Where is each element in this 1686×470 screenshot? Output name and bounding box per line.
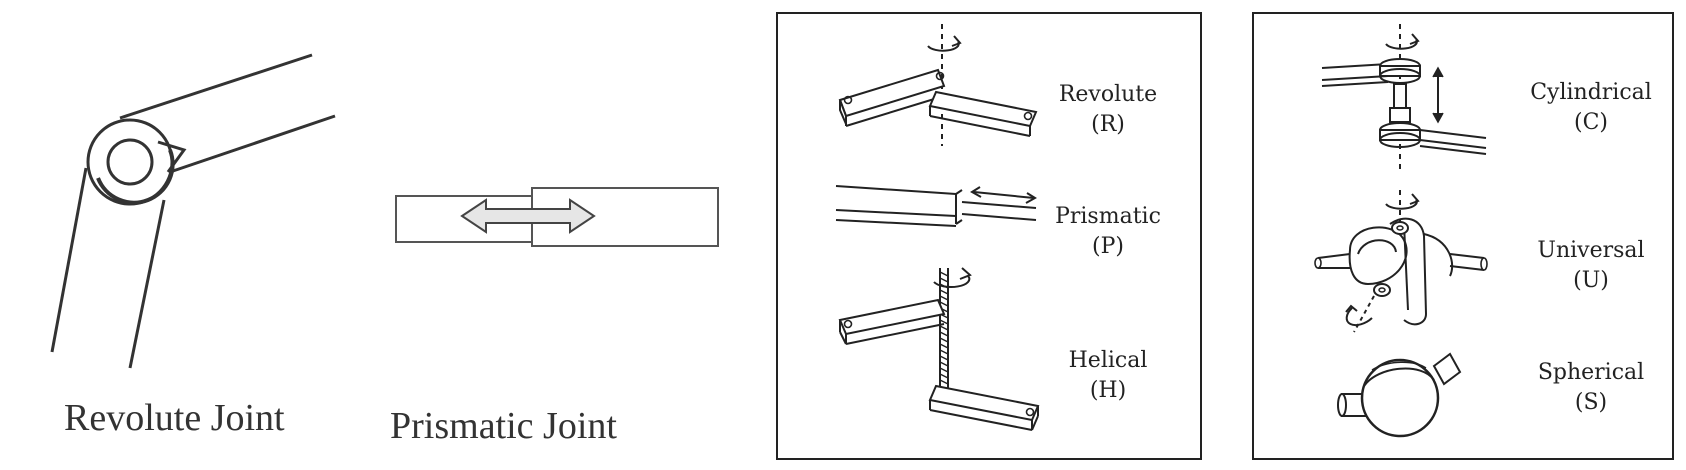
joint-symbol: (R) — [1091, 112, 1125, 137]
prismatic-joint-icon — [835, 185, 1037, 227]
revolute-joint-icon — [50, 53, 336, 369]
joint-name: Spherical — [1537, 360, 1645, 385]
prismatic-joint-figure: Prismatic Joint — [360, 0, 740, 470]
cylindrical-joint-icon — [1321, 24, 1487, 170]
joint-label-cylindrical: Cylindrical (C) — [1526, 78, 1656, 138]
revolute-joint-caption: Revolute Joint — [64, 397, 285, 439]
revolute-joint-icon — [838, 24, 1038, 146]
joint-symbol: (P) — [1092, 234, 1124, 259]
joint-types-box-2: Cylindrical (C) Universal (U) Spherical … — [1252, 12, 1674, 460]
spherical-joint-icon — [1337, 352, 1462, 438]
joint-name: Prismatic — [1055, 204, 1161, 229]
joint-label-prismatic: Prismatic (P) — [1048, 202, 1168, 262]
joint-name: Cylindrical — [1530, 80, 1652, 105]
joint-name: Revolute — [1058, 82, 1158, 107]
joint-name: Universal — [1537, 238, 1645, 263]
joint-symbol: (H) — [1089, 378, 1127, 403]
universal-joint-icon — [1314, 190, 1488, 333]
joint-label-revolute: Revolute (R) — [1048, 80, 1168, 140]
prismatic-joint-caption: Prismatic Joint — [390, 405, 617, 447]
joint-symbol: (S) — [1574, 390, 1608, 415]
helical-joint-icon — [838, 267, 1040, 431]
joint-symbol: (C) — [1574, 110, 1608, 135]
revolute-joint-figure: Revolute Joint — [0, 0, 360, 470]
joint-symbol: (U) — [1573, 268, 1609, 293]
joint-name: Helical — [1068, 348, 1148, 373]
joint-label-spherical: Spherical (S) — [1526, 358, 1656, 418]
joint-label-universal: Universal (U) — [1526, 236, 1656, 296]
joint-types-box-1: Revolute (R) Prismatic (P) Helical (H) — [776, 12, 1202, 460]
joint-label-helical: Helical (H) — [1048, 346, 1168, 406]
prismatic-joint-icon — [395, 187, 719, 247]
